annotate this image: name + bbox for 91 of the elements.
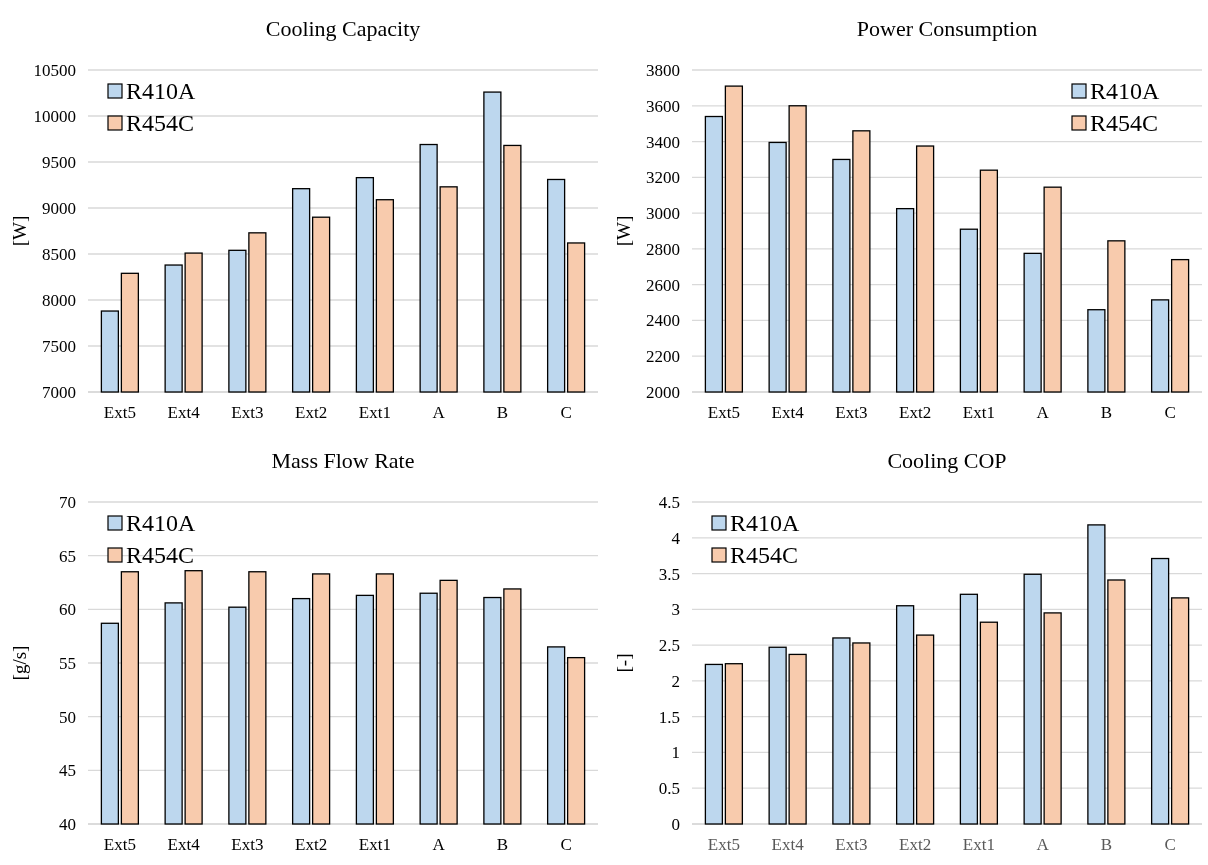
- x-tick-label: B: [496, 835, 509, 854]
- x-tick-label: Ext4: [167, 835, 201, 854]
- x-tick-label: Ext5: [707, 835, 740, 854]
- bar: [959, 593, 979, 825]
- y-tick-label: 1: [671, 743, 680, 763]
- y-tick-label: 10000: [33, 106, 76, 126]
- y-axis-title: [g/s]: [9, 645, 30, 681]
- y-tick-label: 2.5: [658, 636, 680, 656]
- x-tick-label: Ext2: [295, 403, 328, 422]
- y-tick-label: 2600: [646, 275, 680, 295]
- bar: [1150, 557, 1170, 825]
- chart-title: Cooling COP: [887, 448, 1007, 473]
- y-tick-label: 8000: [42, 290, 76, 310]
- x-tick-label: A: [432, 403, 446, 422]
- y-tick-label: 2400: [646, 311, 680, 331]
- y-tick-label: 65: [59, 546, 76, 566]
- x-tick-label: Ext3: [231, 835, 264, 854]
- bar: [979, 621, 999, 825]
- y-tick-label: 40: [59, 814, 76, 834]
- legend-label: R410A: [126, 78, 197, 105]
- x-tick-label: A: [432, 835, 446, 854]
- legend-label: R410A: [126, 510, 197, 537]
- y-tick-label: 3000: [646, 204, 680, 224]
- x-tick-label: Ext1: [962, 835, 995, 854]
- bar: [1170, 597, 1190, 825]
- x-tick-label: Ext3: [231, 403, 264, 422]
- y-tick-label: 10500: [33, 60, 76, 80]
- y-tick-label: 2800: [646, 239, 680, 259]
- x-tick-label: B: [1100, 403, 1113, 422]
- x-tick-label: B: [496, 403, 509, 422]
- y-axis-title: [W]: [9, 215, 30, 247]
- legend-label: R454C: [1090, 110, 1159, 137]
- y-tick-label: 4.5: [658, 492, 680, 512]
- y-tick-label: 9500: [42, 152, 76, 172]
- y-tick-label: 50: [59, 707, 76, 727]
- x-tick-label: A: [1036, 403, 1050, 422]
- x-tick-label: Ext5: [707, 403, 740, 422]
- y-axis-title: [W]: [613, 215, 634, 247]
- y-tick-label: 0.5: [658, 779, 680, 799]
- y-tick-label: 60: [59, 600, 76, 620]
- bar: [724, 663, 744, 825]
- y-tick-label: 1.5: [658, 707, 680, 727]
- chart-title: Power Consumption: [856, 16, 1038, 41]
- bar: [915, 634, 935, 825]
- y-tick-label: 4: [671, 528, 681, 548]
- x-tick-label: Ext1: [358, 403, 391, 422]
- y-tick-label: 9000: [42, 198, 76, 218]
- y-tick-label: 3.5: [658, 564, 680, 584]
- y-tick-label: 70: [59, 492, 76, 512]
- bar: [704, 663, 724, 825]
- y-tick-label: 7000: [42, 382, 76, 402]
- y-tick-label: 45: [59, 761, 76, 781]
- y-axis-title: [-]: [613, 653, 634, 673]
- x-tick-label: Ext3: [835, 403, 868, 422]
- legend-label: R410A: [1090, 78, 1161, 105]
- bar: [895, 605, 915, 825]
- y-tick-label: 3600: [646, 96, 680, 116]
- y-tick-label: 3400: [646, 132, 680, 152]
- x-tick-label: Ext1: [962, 403, 995, 422]
- chart-title: Cooling Capacity: [265, 16, 421, 41]
- legend-label: R410A: [730, 510, 801, 537]
- x-tick-label: C: [560, 835, 572, 854]
- legend-label: R454C: [126, 542, 195, 569]
- x-tick-label: Ext3: [835, 835, 868, 854]
- x-tick-label: Ext2: [899, 835, 932, 854]
- chart-title: Mass Flow Rate: [271, 448, 415, 473]
- y-tick-label: 8500: [42, 244, 76, 264]
- legend-label: R454C: [730, 542, 799, 569]
- y-tick-label: 3: [671, 600, 680, 620]
- y-tick-label: 55: [59, 653, 76, 673]
- x-tick-label: Ext5: [103, 835, 136, 854]
- legend-label: R454C: [126, 110, 195, 137]
- x-tick-label: Ext5: [103, 403, 136, 422]
- x-tick-label: A: [1036, 835, 1050, 854]
- x-tick-label: B: [1100, 835, 1113, 854]
- x-tick-label: Ext4: [771, 835, 805, 854]
- y-tick-label: 0: [671, 814, 680, 834]
- x-tick-label: Ext2: [295, 835, 328, 854]
- y-tick-label: 3800: [646, 60, 680, 80]
- x-tick-label: Ext2: [899, 403, 932, 422]
- x-tick-label: C: [560, 403, 572, 422]
- y-tick-label: 2000: [646, 382, 680, 402]
- x-tick-label: Ext1: [358, 835, 391, 854]
- x-tick-label: C: [1164, 835, 1176, 854]
- x-tick-label: C: [1164, 403, 1176, 422]
- x-tick-label: Ext4: [167, 403, 201, 422]
- x-tick-label: Ext4: [771, 403, 805, 422]
- y-tick-label: 2200: [646, 347, 680, 367]
- y-tick-label: 3200: [646, 168, 680, 188]
- y-tick-label: 2: [671, 671, 680, 691]
- y-tick-label: 7500: [42, 336, 76, 356]
